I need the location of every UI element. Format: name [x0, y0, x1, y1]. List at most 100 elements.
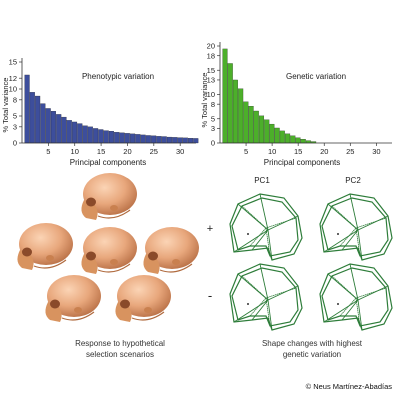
phenotypic-variation-chart: Phenotypic variation % Total variance Pr… [1, 58, 199, 167]
y-tick-label: 10 [9, 85, 17, 94]
bar-pc29 [172, 137, 178, 144]
x-tick-label: 5 [46, 147, 50, 156]
bar-pc14 [290, 135, 296, 144]
skull-orbit [120, 299, 130, 309]
skull-cranium [83, 227, 137, 269]
y-tick-label: 0 [13, 139, 17, 148]
genetic-chart-title: Genetic variation [286, 72, 346, 81]
wireframe-outline-b [321, 197, 389, 257]
right-caption-line1: Shape changes with highest [261, 339, 363, 348]
bar-pc3 [35, 95, 41, 144]
bar-pc20 [124, 133, 130, 144]
bar-pc19 [119, 132, 125, 144]
x-tick-label: 30 [372, 147, 380, 156]
left-caption-line2: selection scenarios [85, 350, 155, 359]
y-tick-label: 15 [207, 66, 215, 75]
phenotypic-chart-xlabel: Principal components [70, 158, 146, 167]
y-tick-label: 13 [207, 76, 215, 85]
bar-pc31 [182, 137, 188, 144]
x-tick-label: 20 [320, 147, 328, 156]
x-tick-label: 30 [176, 147, 184, 156]
x-tick-label: 5 [244, 147, 248, 156]
genetic-chart-xlabel: Principal components [264, 158, 340, 167]
pc1-label: PC1 [254, 176, 270, 185]
bar-pc32 [187, 138, 194, 144]
phenotypic-chart-ylabel: % Total variance [1, 78, 10, 133]
left-caption: Response to hypothetical selection scena… [40, 338, 200, 360]
bar-pc4 [40, 103, 46, 144]
right-caption-line2: genetic variation [282, 350, 342, 359]
bar-pc25 [151, 135, 157, 144]
x-tick-label: 10 [71, 147, 79, 156]
skull-ear-region [74, 307, 82, 313]
shape-wireframe-4 [319, 263, 393, 331]
wireframe-inner-lines [323, 263, 389, 331]
bar-pc9 [264, 119, 270, 144]
skull-renders [17, 173, 199, 322]
y-tick-label: 5 [13, 112, 17, 121]
bar-pc10 [71, 121, 78, 144]
skull-base [33, 259, 67, 269]
bar-pc13 [87, 126, 93, 144]
wireframe-inner-lines-b [241, 275, 297, 327]
wireframe-landmark [247, 303, 249, 305]
bar-pc3 [232, 79, 238, 144]
bar-pc2 [29, 92, 35, 144]
skull-cranium [83, 173, 137, 215]
bar-pc5 [243, 101, 249, 144]
x-tick-label: 10 [268, 147, 276, 156]
skull-base [131, 311, 165, 321]
bar-pc6 [248, 106, 254, 144]
left-caption-line1: Response to hypothetical [75, 339, 165, 348]
shape-wireframe-3 [229, 263, 303, 331]
wireframe-inner-lines-b [331, 205, 387, 257]
skull-cranium [117, 275, 171, 317]
bar-pc26 [156, 136, 162, 144]
y-tick-label: 0 [211, 139, 215, 148]
shape-wireframe-1 [229, 193, 303, 261]
shape-wireframe-2 [319, 193, 393, 261]
pc2-label: PC2 [345, 176, 361, 185]
bar-pc8 [258, 115, 265, 144]
skull-ear-region [110, 259, 118, 265]
bar-pc15 [295, 137, 301, 144]
skull-base [159, 263, 193, 273]
skull-ear-region [144, 307, 152, 313]
genetic-chart-ylabel: % Total variance [200, 73, 209, 128]
wireframe-outline-a [319, 263, 393, 331]
skull-6 [115, 275, 171, 322]
skull-cranium [19, 223, 73, 265]
skull-orbit [50, 299, 60, 309]
skull-cranium [145, 227, 199, 269]
bar-pc16 [300, 138, 306, 144]
bar-pc22 [135, 134, 141, 144]
wireframe-outline-b [321, 267, 389, 327]
bar-pc18 [114, 132, 120, 144]
bar-pc15 [98, 129, 104, 144]
skull-2 [17, 223, 73, 270]
wireframe-inner-lines [323, 193, 389, 261]
minus-sign: - [208, 288, 212, 303]
copyright-credit: © Neus Martínez-Abadías [305, 382, 392, 391]
skull-ear-region [46, 255, 54, 261]
bar-pc8 [61, 116, 67, 144]
bar-pc33 [193, 138, 199, 144]
x-tick-label: 15 [97, 147, 105, 156]
skull-orbit [148, 251, 158, 261]
wireframe-outline-b [231, 267, 299, 327]
y-tick-label: 18 [207, 51, 215, 60]
skull-ear-region [110, 205, 118, 211]
genetic-bars [222, 48, 317, 144]
wireframe-landmark [247, 233, 249, 235]
bar-pc23 [140, 134, 146, 144]
bar-pc27 [161, 136, 167, 144]
phenotypic-chart-title: Phenotypic variation [82, 72, 154, 81]
y-tick-label: 5 [211, 114, 215, 123]
y-tick-label: 8 [211, 100, 215, 109]
x-tick-label: 25 [150, 147, 158, 156]
y-tick-label: 3 [211, 124, 215, 133]
wireframe-inner-lines-b [331, 275, 387, 327]
bar-pc30 [177, 137, 183, 144]
bar-pc7 [56, 114, 62, 144]
